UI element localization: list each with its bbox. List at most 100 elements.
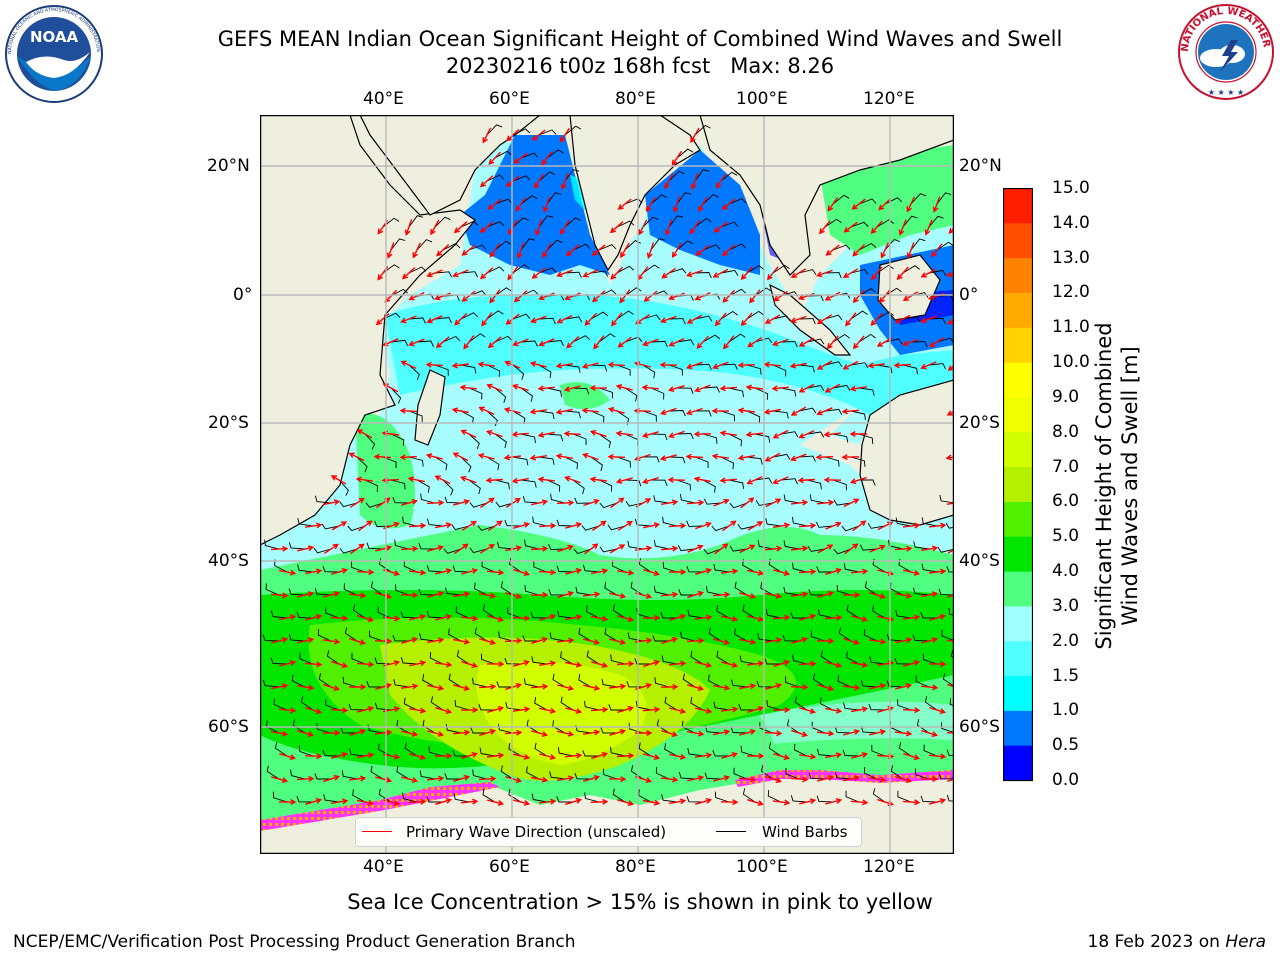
wind-barb — [512, 410, 526, 425]
wave-direction-arrow — [668, 753, 687, 760]
wave-direction-arrow — [617, 799, 635, 806]
wind-barb — [920, 612, 938, 619]
wave-direction-arrow — [452, 729, 471, 736]
wave-direction-arrow — [529, 361, 547, 368]
wave-direction-arrow — [489, 289, 501, 304]
wind-barb — [664, 743, 678, 757]
wind-barb — [731, 679, 748, 688]
wave-direction-arrow — [582, 729, 601, 736]
wave-direction-arrow — [747, 706, 765, 713]
wave-direction-arrow — [400, 592, 419, 599]
wave-direction-arrow — [485, 477, 503, 484]
wind-barb — [272, 791, 288, 803]
wave-direction-arrow — [667, 476, 686, 483]
wind-barb — [938, 773, 954, 780]
wind-barb — [552, 720, 566, 734]
wave-direction-arrow — [590, 706, 609, 713]
wind-barb — [760, 582, 774, 596]
wind-barb — [921, 563, 938, 573]
wind-barb — [426, 611, 444, 619]
wind-barb — [653, 586, 670, 596]
wave-direction-arrow — [764, 592, 783, 599]
wave-direction-arrow — [668, 798, 687, 805]
wind-barb — [364, 479, 379, 492]
wave-direction-arrow — [946, 410, 954, 416]
wind-barb — [339, 501, 358, 508]
wave-direction-arrow — [461, 661, 478, 668]
wind-barb — [581, 525, 600, 531]
wave-direction-arrow — [349, 638, 367, 645]
wave-direction-arrow — [747, 521, 764, 531]
wave-direction-arrow — [481, 312, 493, 327]
wave-direction-arrow — [668, 337, 685, 347]
wave-direction-arrow — [461, 568, 479, 575]
wave-direction-arrow — [745, 431, 763, 438]
wave-direction-arrow — [304, 568, 323, 575]
wind-barb — [676, 339, 695, 346]
wave-direction-arrow — [867, 362, 885, 369]
wave-direction-arrow — [798, 522, 817, 529]
wind-barb — [902, 364, 918, 375]
wave-direction-arrow — [920, 591, 939, 598]
wave-direction-arrow — [906, 242, 915, 259]
wave-direction-arrow — [672, 196, 681, 213]
wind-barb — [837, 675, 852, 688]
wind-barb — [616, 265, 635, 274]
wave-direction-arrow — [331, 660, 348, 669]
wave-direction-arrow — [565, 522, 583, 529]
wind-barb — [520, 195, 538, 205]
wind-legend-label: Wind Barbs — [762, 823, 848, 841]
wave-direction-arrow — [617, 705, 634, 714]
wave-direction-arrow — [749, 289, 761, 304]
wind-barb — [548, 589, 566, 596]
wind-barb — [573, 548, 592, 555]
wind-barb — [858, 387, 875, 396]
wind-barb — [364, 433, 376, 450]
wave-direction-arrow — [817, 544, 834, 554]
wind-barb — [486, 124, 503, 136]
wind-barb — [650, 433, 668, 441]
wind-barb — [694, 169, 710, 182]
wave-direction-arrow — [487, 198, 502, 210]
wave-direction-arrow — [412, 242, 422, 259]
wave-direction-arrow — [564, 661, 583, 668]
wind-barb — [785, 767, 800, 780]
wave-direction-arrow — [555, 408, 573, 415]
wind-barb — [460, 410, 474, 424]
wave-direction-arrow — [737, 362, 756, 369]
wind-barb — [676, 192, 692, 205]
wind-barb — [451, 524, 470, 531]
sea-ice-note: Sea Ice Concentration > 15% is shown in … — [347, 890, 933, 914]
colorbar-segment — [1003, 327, 1033, 363]
wave-direction-arrow — [947, 683, 954, 688]
wave-direction-arrow — [479, 638, 497, 645]
bay-of-bengal-low — [645, 150, 760, 275]
wind-barb — [728, 333, 746, 343]
colorbar-tick-label: 13.0 — [1052, 247, 1090, 268]
wave-direction-arrow — [947, 594, 954, 598]
wave-direction-arrow — [686, 637, 705, 644]
wind-barb — [711, 525, 730, 532]
wave-direction-arrow — [694, 384, 711, 393]
colorbar-segment — [1003, 222, 1033, 259]
wind-barb — [604, 582, 618, 596]
wind-barb — [314, 588, 332, 596]
wind-barb — [532, 516, 548, 527]
wave-direction-arrow — [592, 520, 607, 532]
wave-direction-arrow — [946, 639, 954, 642]
wave-direction-arrow — [696, 335, 709, 349]
wave-direction-arrow — [330, 475, 347, 485]
wave-direction-arrow — [932, 196, 941, 213]
wind-barb — [816, 748, 834, 757]
wind-barb — [428, 746, 444, 757]
wind-barb — [608, 704, 625, 711]
wind-barb — [754, 433, 771, 443]
wave-direction-arrow — [426, 499, 445, 506]
wind-barb — [480, 653, 496, 665]
wind-barb — [746, 456, 763, 465]
wave-direction-arrow — [921, 730, 939, 737]
wave-direction-arrow — [638, 219, 648, 236]
wind-barb — [500, 581, 514, 596]
wind-barb — [408, 364, 420, 381]
wind-barb — [292, 719, 306, 734]
